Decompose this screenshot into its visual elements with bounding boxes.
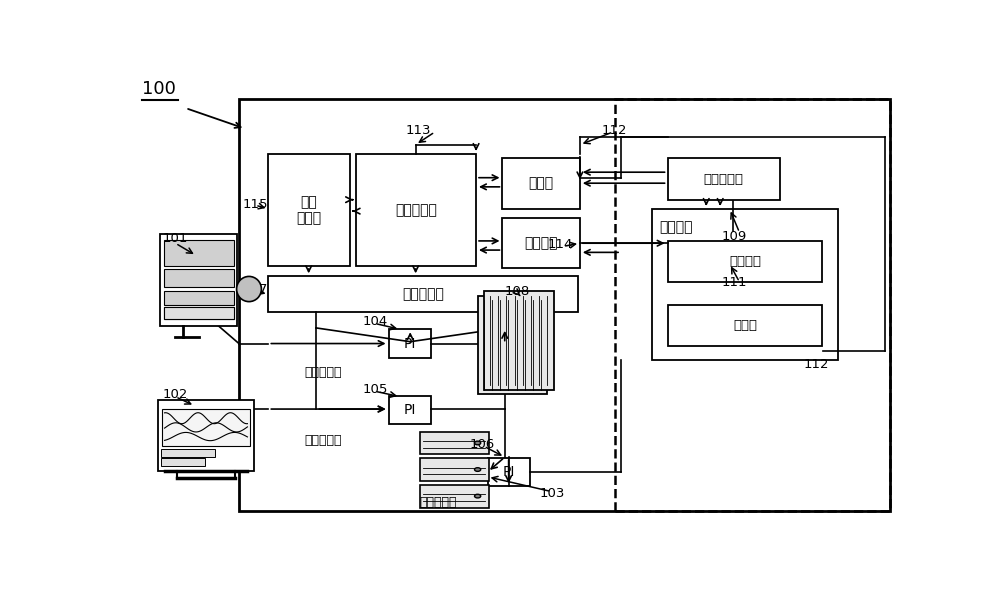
Text: 115: 115 <box>243 198 268 211</box>
FancyBboxPatch shape <box>158 400 254 471</box>
Circle shape <box>475 468 481 471</box>
Text: 106: 106 <box>470 439 495 451</box>
Text: 102: 102 <box>162 388 188 401</box>
FancyBboxPatch shape <box>388 396 431 424</box>
FancyBboxPatch shape <box>161 458 205 466</box>
Text: 101: 101 <box>162 232 188 245</box>
Text: 接口编程: 接口编程 <box>729 255 761 268</box>
Text: 缓冲存储器: 缓冲存储器 <box>402 287 444 301</box>
Text: 112: 112 <box>803 358 829 371</box>
Text: 可编程接口: 可编程接口 <box>420 496 457 509</box>
FancyBboxPatch shape <box>502 218 580 268</box>
Text: 100: 100 <box>142 80 176 98</box>
FancyBboxPatch shape <box>356 154 476 266</box>
FancyBboxPatch shape <box>164 292 234 305</box>
Text: 可编程单元: 可编程单元 <box>395 203 437 217</box>
Text: 可编程接口: 可编程接口 <box>305 366 342 379</box>
Circle shape <box>475 494 481 498</box>
FancyBboxPatch shape <box>488 458 530 486</box>
Text: 104: 104 <box>363 315 388 328</box>
FancyBboxPatch shape <box>239 99 890 511</box>
FancyBboxPatch shape <box>420 485 489 508</box>
Text: PI: PI <box>503 465 515 479</box>
FancyBboxPatch shape <box>502 158 580 209</box>
Text: 105: 105 <box>363 383 388 396</box>
FancyBboxPatch shape <box>164 308 234 319</box>
FancyBboxPatch shape <box>652 209 838 360</box>
Text: 112: 112 <box>602 124 627 137</box>
Text: 109: 109 <box>722 230 747 243</box>
FancyBboxPatch shape <box>164 270 234 287</box>
FancyBboxPatch shape <box>420 458 489 481</box>
Text: PI: PI <box>404 337 416 350</box>
Text: 协议
转换块: 协议 转换块 <box>296 195 322 225</box>
Text: 113: 113 <box>406 124 431 137</box>
Text: 信号端口: 信号端口 <box>524 236 558 250</box>
FancyBboxPatch shape <box>164 240 234 266</box>
FancyBboxPatch shape <box>268 154 350 266</box>
FancyBboxPatch shape <box>162 409 250 446</box>
Text: 主编程: 主编程 <box>733 319 757 332</box>
FancyBboxPatch shape <box>164 308 234 319</box>
Text: 主端口: 主端口 <box>529 177 554 190</box>
FancyBboxPatch shape <box>268 276 578 312</box>
FancyBboxPatch shape <box>668 158 780 200</box>
FancyBboxPatch shape <box>161 449 215 457</box>
FancyBboxPatch shape <box>484 292 554 390</box>
FancyBboxPatch shape <box>160 234 237 325</box>
FancyBboxPatch shape <box>668 241 822 282</box>
Text: 103: 103 <box>540 487 565 500</box>
Text: 108: 108 <box>505 285 530 298</box>
Text: PI: PI <box>404 403 416 417</box>
Text: 111: 111 <box>722 275 747 289</box>
Text: 107: 107 <box>243 283 268 296</box>
Ellipse shape <box>237 277 261 302</box>
Text: 系统存储器: 系统存储器 <box>704 173 744 186</box>
Text: 应用程序: 应用程序 <box>660 220 693 234</box>
Text: 可编程接口: 可编程接口 <box>305 434 342 447</box>
Text: 114: 114 <box>547 238 573 251</box>
FancyBboxPatch shape <box>420 431 489 455</box>
FancyBboxPatch shape <box>668 305 822 346</box>
Circle shape <box>475 441 481 445</box>
FancyBboxPatch shape <box>478 296 547 394</box>
FancyBboxPatch shape <box>388 330 431 358</box>
